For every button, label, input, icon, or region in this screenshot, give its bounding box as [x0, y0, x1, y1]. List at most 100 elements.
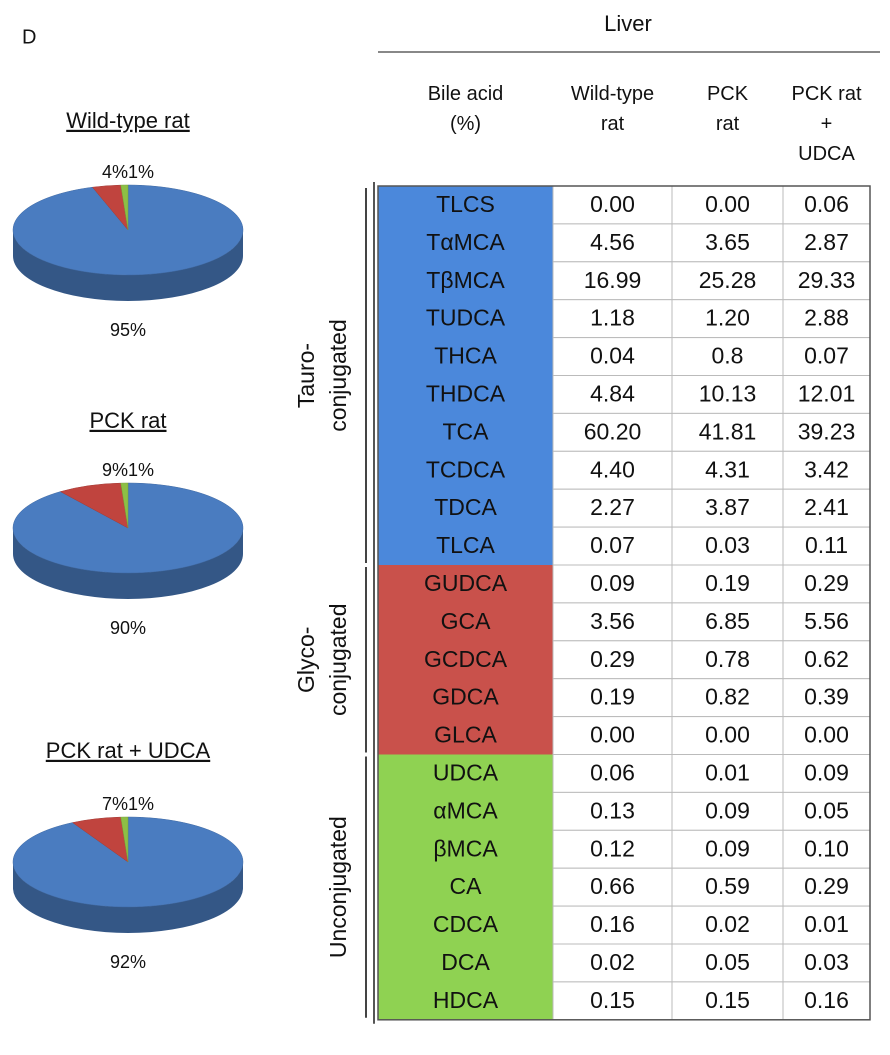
cell-value: 2.27 [590, 494, 635, 520]
cell-value: 0.09 [804, 760, 849, 786]
column-header: PCK rat + UDCA [791, 83, 861, 165]
group-fill [378, 754, 553, 1020]
cell-value: 0.03 [804, 949, 849, 975]
row-label: HDCA [433, 987, 499, 1013]
column-header: Wild-type rat [571, 83, 654, 135]
cell-value: 0.07 [590, 532, 635, 558]
cell [671, 905, 784, 945]
row-label: TCDCA [426, 456, 506, 482]
cell [782, 829, 871, 869]
pie-title: PCK rat [89, 408, 166, 433]
cell [552, 261, 673, 301]
cell [552, 299, 673, 339]
cell [552, 375, 673, 414]
cell-value: 0.06 [804, 191, 849, 217]
cell-value: 2.88 [804, 305, 849, 331]
cell [671, 261, 784, 301]
cell-value: 0.07 [804, 343, 849, 369]
pie-label: 95% [110, 320, 146, 340]
cell [782, 791, 871, 831]
cell [782, 223, 871, 263]
cell-value: 0.15 [705, 987, 750, 1013]
cell [552, 981, 673, 1021]
group-label: Glyco- [293, 627, 319, 693]
cell [671, 867, 784, 907]
cell-value: 16.99 [584, 267, 642, 293]
cell-value: 0.00 [590, 722, 635, 748]
cell-value: 25.28 [699, 267, 757, 293]
panel-label: D [22, 26, 36, 48]
pie-label: 7% [102, 794, 128, 814]
cell [782, 867, 871, 907]
cell-value: 0.10 [804, 835, 849, 861]
pie-label: 4% [102, 162, 128, 182]
group-fill [378, 565, 553, 755]
pie-label: 1% [128, 460, 154, 480]
cell [552, 716, 673, 755]
cell-value: 0.29 [590, 646, 635, 672]
cell-value: 3.56 [590, 608, 635, 634]
cell-value: 2.87 [804, 229, 849, 255]
cell [782, 261, 871, 301]
pie-side [13, 862, 243, 933]
cell-value: 0.01 [804, 911, 849, 937]
group-label: conjugated [325, 319, 351, 432]
cell-value: 0.66 [590, 873, 635, 899]
column-header: Bile acid (%) [428, 83, 504, 135]
cell-value: 5.56 [804, 608, 849, 634]
cell-value: 0.00 [705, 191, 750, 217]
table-border [377, 185, 871, 1021]
row-label: CA [450, 873, 483, 899]
group-fill [378, 186, 553, 565]
cell-value: 0.39 [804, 684, 849, 710]
pie-title: PCK rat + UDCA [46, 738, 211, 763]
cell-value: 4.40 [590, 456, 635, 482]
cell-value: 4.84 [590, 381, 635, 407]
cell [552, 337, 673, 377]
cell [552, 488, 673, 528]
cell-value: 0.16 [590, 911, 635, 937]
column-header-line: PCK [707, 83, 749, 105]
pie-side [13, 528, 243, 599]
cell [552, 412, 673, 452]
column-header-line: rat [601, 113, 625, 135]
cell [552, 754, 673, 793]
cell-value: 0.19 [590, 684, 635, 710]
cell [552, 943, 673, 983]
cell-value: 0.00 [804, 722, 849, 748]
row-label: TCA [443, 418, 490, 444]
cell [782, 754, 871, 793]
column-header-line: Bile acid [428, 83, 504, 105]
pie-slice [12, 482, 244, 574]
column-header-line: PCK rat [791, 83, 861, 105]
row-label: GCA [441, 608, 492, 634]
pie-slice [120, 184, 129, 231]
cell-value: 0.78 [705, 646, 750, 672]
row-label: GDCA [432, 684, 499, 710]
row-label: UDCA [433, 760, 499, 786]
row-label: TUDCA [426, 305, 506, 331]
cell-value: 0.29 [804, 570, 849, 596]
cell-value: 0.00 [590, 191, 635, 217]
cell-value: 0.29 [804, 873, 849, 899]
cell [552, 867, 673, 907]
cell [552, 526, 673, 566]
cell [671, 337, 784, 377]
pie-title: Wild-type rat [66, 108, 189, 133]
group-label: Tauro- [293, 343, 319, 408]
column-header-line: + [821, 113, 833, 135]
cell-value: 12.01 [798, 381, 856, 407]
pie-label: 1% [128, 162, 154, 182]
row-label: TLCA [436, 532, 495, 558]
cell [671, 981, 784, 1021]
column-header-line: UDCA [798, 143, 855, 165]
cell-value: 0.05 [804, 797, 849, 823]
cell [782, 375, 871, 414]
cell-value: 60.20 [584, 418, 642, 444]
cell-value: 0.02 [705, 911, 750, 937]
cell-value: 3.42 [804, 456, 849, 482]
cell-value: 0.02 [590, 949, 635, 975]
pie-label: 1% [128, 794, 154, 814]
cell-value: 0.13 [590, 797, 635, 823]
cell-value: 0.03 [705, 532, 750, 558]
